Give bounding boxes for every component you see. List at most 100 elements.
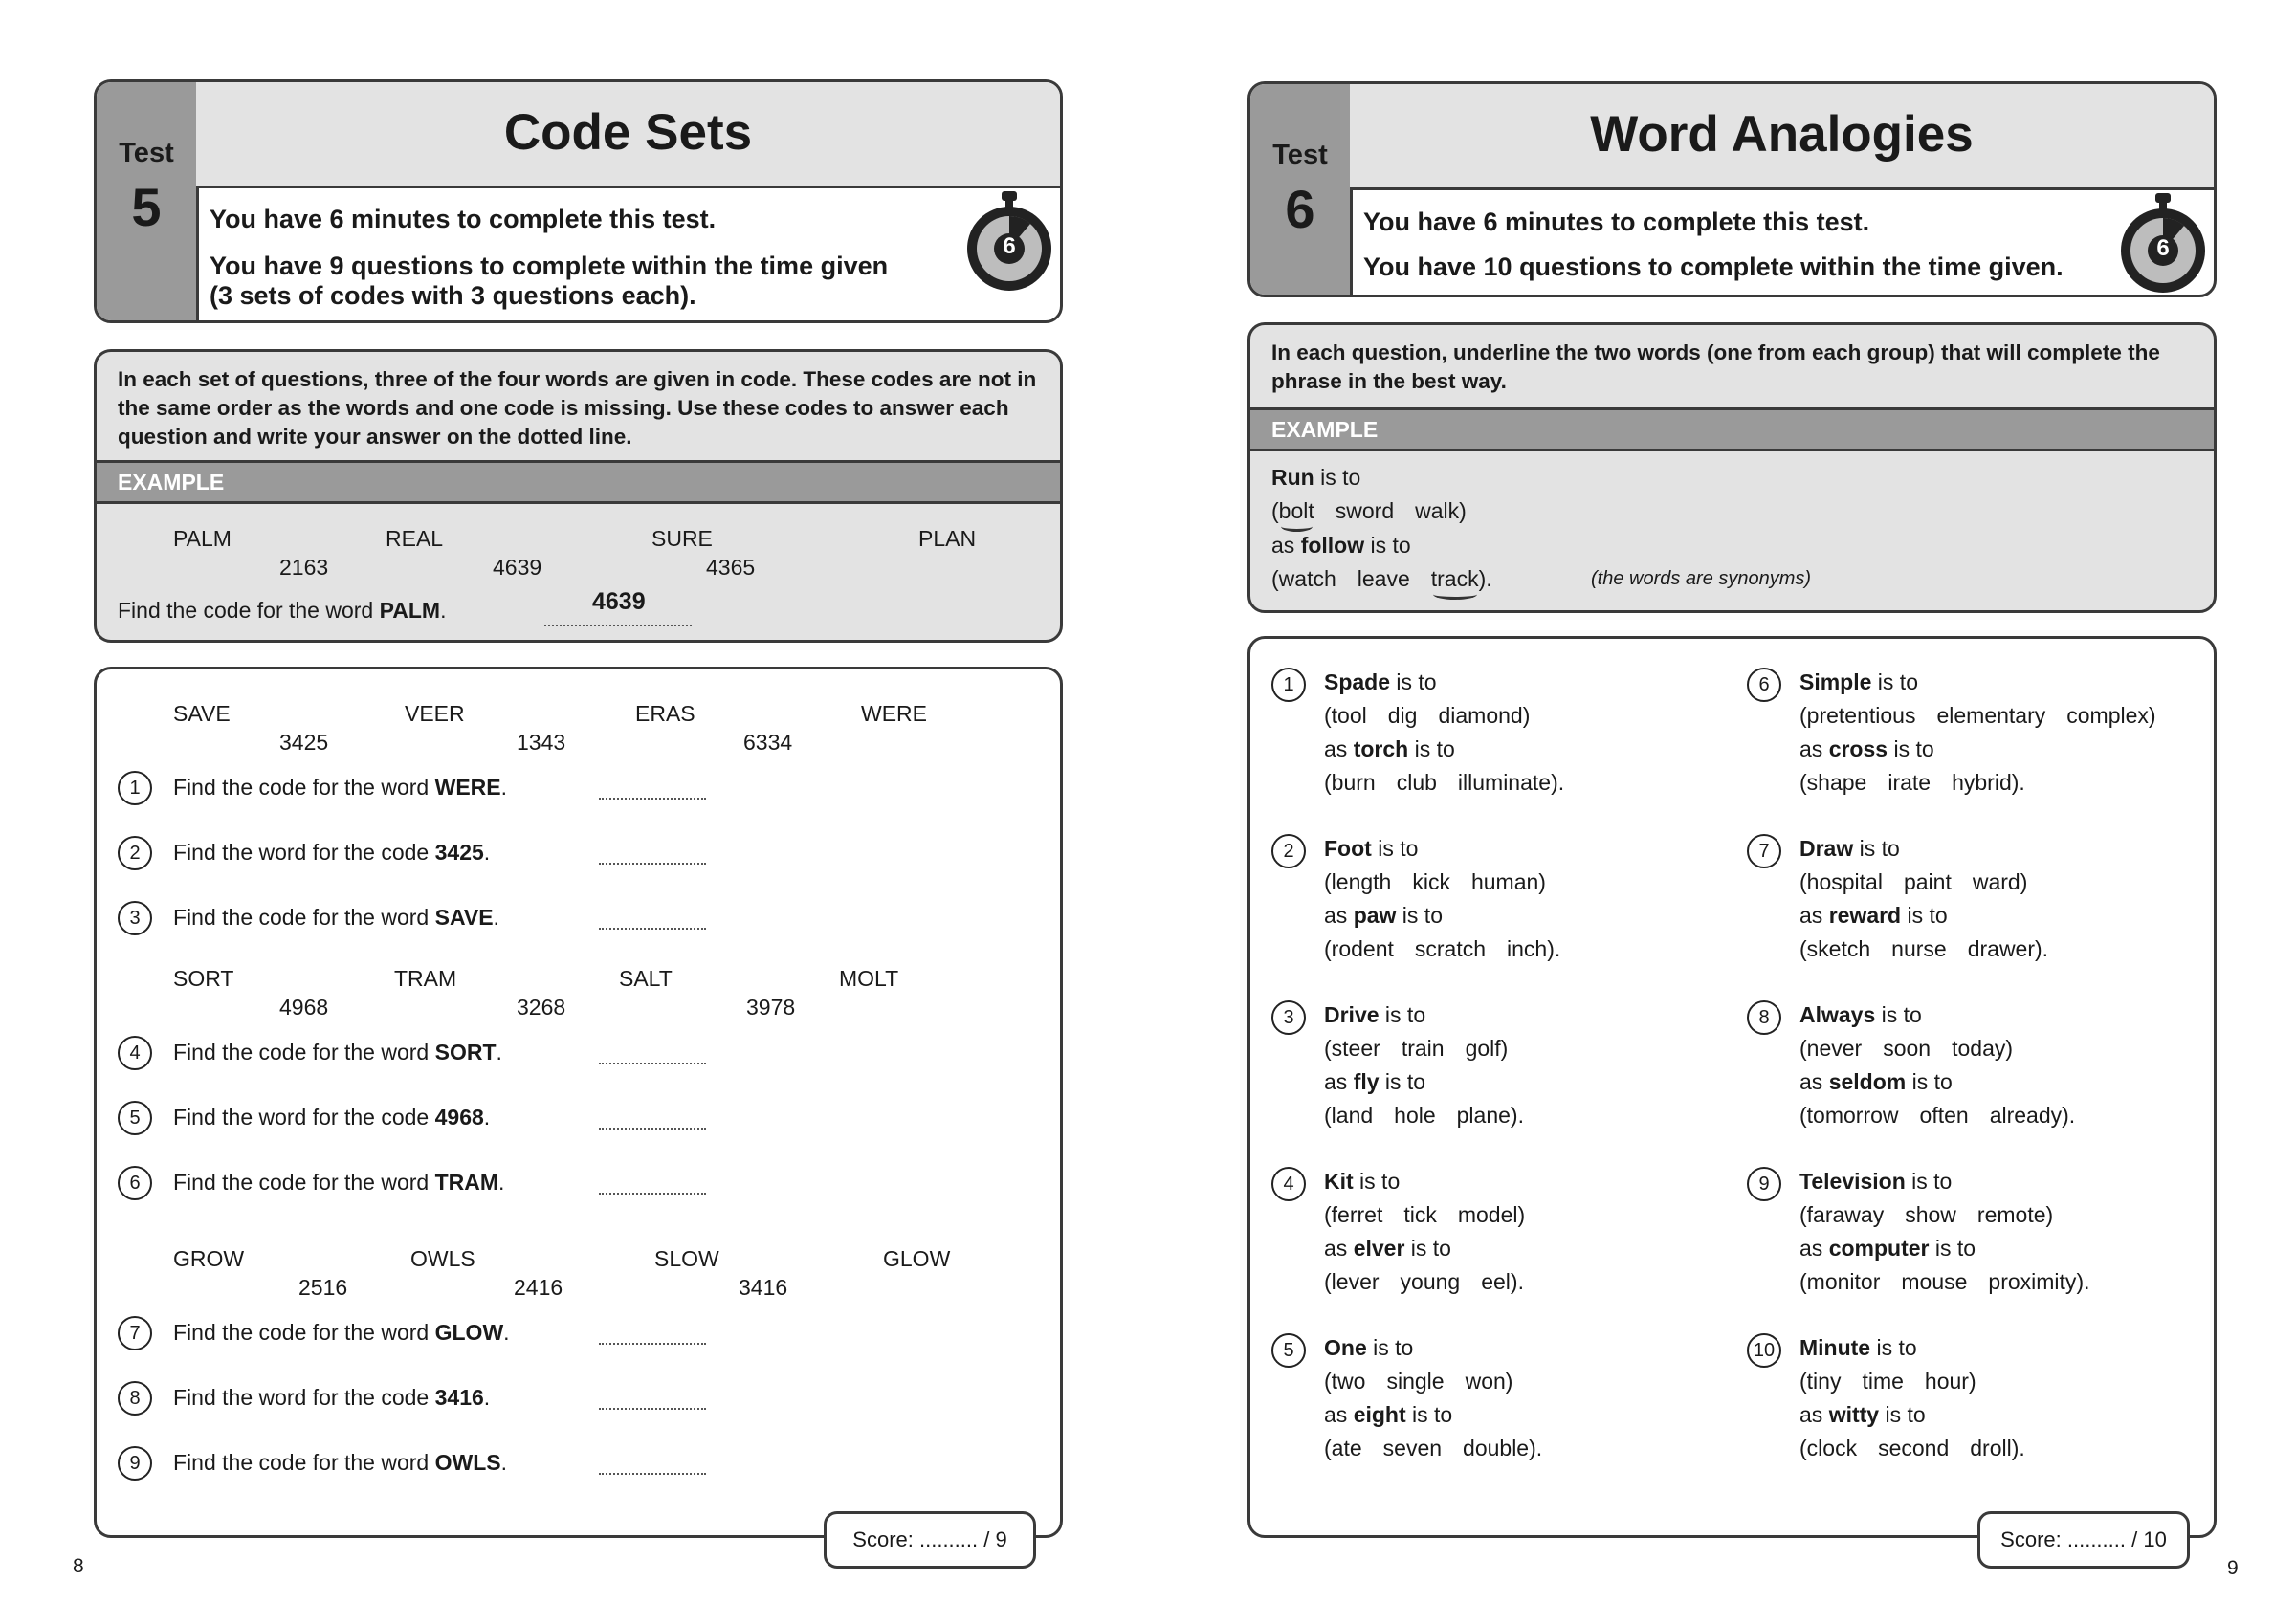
answer-line[interactable] (599, 1063, 706, 1064)
word-group: tiny time hour (1807, 1369, 1969, 1394)
option-word[interactable]: already (1989, 1103, 2063, 1128)
option-word[interactable]: human (1470, 869, 1539, 894)
option-word[interactable]: today (1952, 1036, 2006, 1061)
option-word[interactable]: golf (1465, 1036, 1501, 1061)
option-word[interactable]: seven (1382, 1436, 1443, 1460)
option-word[interactable]: hour (1924, 1369, 1969, 1394)
option-word[interactable]: mouse (1901, 1269, 1968, 1294)
question-end: . (483, 1385, 491, 1410)
option-word[interactable]: illuminate (1457, 770, 1552, 795)
question-end: . (483, 1105, 491, 1130)
question-stem: Television is to (1799, 1169, 1952, 1195)
option-word[interactable]: paint (1903, 869, 1952, 894)
question-row: 8 Find the word for the code 3416. (97, 1381, 1060, 1419)
option-word[interactable]: show (1905, 1202, 1956, 1227)
question-number-badge: 3 (1271, 1000, 1306, 1035)
word-group: pretentious elementary complex (1807, 703, 2149, 728)
option-word[interactable]: lever (1331, 1269, 1380, 1294)
code-number: 4639 (493, 555, 542, 580)
option-word[interactable]: never (1806, 1036, 1863, 1061)
option-word[interactable]: eel (1481, 1269, 1511, 1294)
question-end: . (500, 1450, 507, 1475)
option-word[interactable]: tomorrow (1806, 1103, 1899, 1128)
answer-line[interactable] (599, 1193, 706, 1195)
option-word[interactable]: complex (2066, 703, 2149, 728)
option-word[interactable]: watch (1278, 566, 1336, 591)
code-number: 2516 (298, 1275, 348, 1300)
option-word[interactable]: clock (1806, 1436, 1858, 1460)
option-word[interactable]: hole (1394, 1103, 1436, 1128)
option-word[interactable]: single (1386, 1369, 1445, 1394)
word-group-1: (ferret tick model) (1324, 1202, 1526, 1227)
answer-line[interactable] (599, 1343, 706, 1345)
option-word[interactable]: elementary (1936, 703, 2046, 728)
answer-line[interactable] (599, 1473, 706, 1475)
option-word[interactable]: hospital (1806, 869, 1883, 894)
option-word[interactable]: inch (1507, 936, 1548, 961)
instructions-text: In each set of questions, three of the f… (118, 367, 1037, 449)
option-word[interactable]: diamond (1438, 703, 1523, 728)
option-word[interactable]: bolt (1278, 498, 1314, 532)
option-word[interactable]: ferret (1331, 1202, 1383, 1227)
option-word[interactable]: train (1401, 1036, 1445, 1061)
as: as (1799, 1236, 1829, 1261)
option-word[interactable]: pretentious (1806, 703, 1916, 728)
stem-word: Kit (1324, 1169, 1354, 1194)
option-word[interactable]: time (1862, 1369, 1904, 1394)
option-word[interactable]: dig (1387, 703, 1418, 728)
option-word[interactable]: walk (1415, 498, 1460, 523)
word-group-2: (sketch nurse drawer). (1799, 936, 2049, 961)
question-stem-2: as torch is to (1324, 736, 1455, 762)
option-word[interactable]: tick (1403, 1202, 1437, 1227)
option-word[interactable]: hybrid (1952, 770, 2012, 795)
option-word[interactable]: leave (1357, 566, 1410, 591)
option-word[interactable]: double (1463, 1436, 1530, 1460)
option-word[interactable]: young (1400, 1269, 1461, 1294)
option-word[interactable]: scratch (1414, 936, 1487, 961)
answer-line[interactable] (599, 863, 706, 865)
option-word[interactable]: remote (1976, 1202, 2046, 1227)
word-group: length kick human (1332, 869, 1539, 894)
word-group-1: (length kick human) (1324, 869, 1546, 894)
option-word[interactable]: often (1919, 1103, 1969, 1128)
option-word[interactable]: rodent (1331, 936, 1394, 961)
question-end: . (496, 1040, 502, 1064)
option-word[interactable]: two (1331, 1369, 1366, 1394)
option-word[interactable]: droll (1970, 1436, 2012, 1460)
is-to: is to (1929, 1236, 1976, 1261)
word-group-2: (clock second droll). (1799, 1436, 2025, 1460)
option-word[interactable]: tiny (1806, 1369, 1842, 1394)
option-word[interactable]: sketch (1806, 936, 1871, 961)
option-word[interactable]: ate (1331, 1436, 1362, 1460)
option-word[interactable]: burn (1331, 770, 1376, 795)
answer-line[interactable] (599, 798, 706, 800)
option-word[interactable]: track (1430, 566, 1479, 600)
option-word[interactable]: steer (1331, 1036, 1380, 1061)
option-word[interactable]: won (1465, 1369, 1506, 1394)
option-word[interactable]: irate (1888, 770, 1932, 795)
option-word[interactable]: second (1878, 1436, 1950, 1460)
answer-line[interactable] (599, 1128, 706, 1130)
option-word[interactable]: proximity (1988, 1269, 2077, 1294)
question-end: . (500, 775, 507, 800)
score-box: Score: .......... / 9 (824, 1511, 1036, 1569)
option-word[interactable]: nurse (1891, 936, 1947, 961)
question-number-badge: 1 (1271, 668, 1306, 702)
option-word[interactable]: faraway (1806, 1202, 1885, 1227)
option-word[interactable]: shape (1806, 770, 1867, 795)
answer-line[interactable] (599, 1408, 706, 1410)
answer-line[interactable] (599, 928, 706, 930)
option-word[interactable]: length (1331, 869, 1392, 894)
stem-word: torch (1353, 736, 1409, 761)
option-word[interactable]: kick (1412, 869, 1450, 894)
option-word[interactable]: ward (1972, 869, 2020, 894)
option-word[interactable]: model (1457, 1202, 1518, 1227)
option-word[interactable]: soon (1883, 1036, 1932, 1061)
option-word[interactable]: drawer (1967, 936, 2036, 961)
option-word[interactable]: club (1396, 770, 1437, 795)
option-word[interactable]: tool (1331, 703, 1367, 728)
option-word[interactable]: sword (1335, 498, 1395, 523)
option-word[interactable]: plane (1456, 1103, 1511, 1128)
option-word[interactable]: monitor (1806, 1269, 1881, 1294)
option-word[interactable]: land (1331, 1103, 1374, 1128)
